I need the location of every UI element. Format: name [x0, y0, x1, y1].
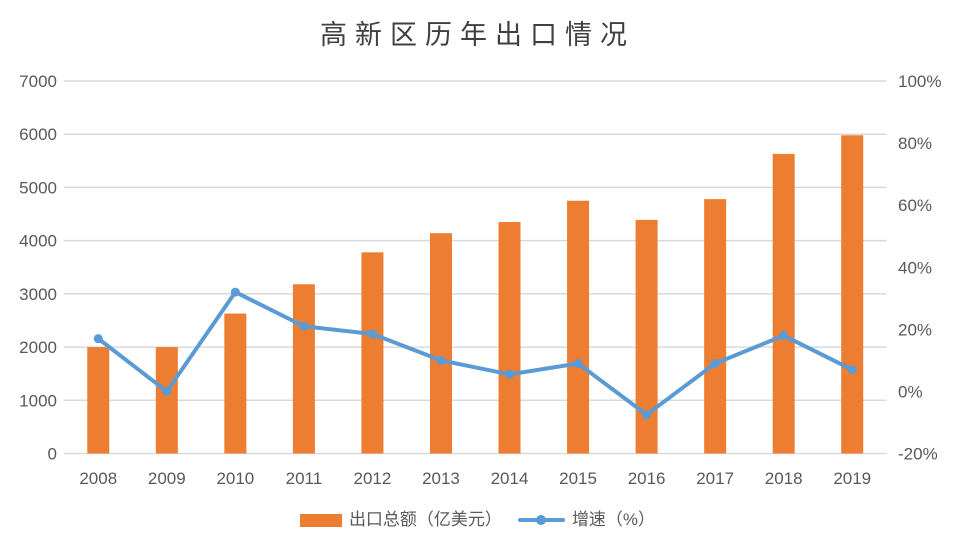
- growth-marker-2014: [505, 369, 515, 379]
- growth-marker-2018: [779, 331, 789, 341]
- growth-marker-2019: [847, 365, 857, 375]
- growth-marker-2013: [436, 355, 446, 365]
- growth-marker-2012: [367, 329, 377, 339]
- x-axis-label: 2010: [216, 469, 254, 488]
- chart-title: 高新区历年出口情况: [320, 20, 635, 50]
- right-axis-tick-label: 80%: [898, 134, 932, 153]
- growth-marker-2009: [162, 386, 172, 396]
- left-axis-tick-label: 3000: [19, 285, 57, 304]
- left-axis-tick-label: 2000: [19, 338, 57, 357]
- bar-2019: [841, 135, 864, 454]
- bar-2018: [772, 153, 795, 454]
- bar-2013: [429, 233, 452, 454]
- legend-label: 出口总额（亿美元）: [348, 510, 502, 529]
- bar-swatch-icon: [299, 513, 342, 527]
- bar-2017: [704, 199, 727, 454]
- bar-2011: [292, 284, 315, 454]
- x-axis-label: 2016: [628, 469, 666, 488]
- right-axis-tick-label: 60%: [898, 196, 932, 215]
- x-axis-label: 2011: [286, 469, 323, 488]
- x-axis-label: 2012: [354, 469, 392, 488]
- x-axis-label: 2014: [491, 469, 529, 488]
- bar-2012: [361, 252, 384, 454]
- bar-2015: [567, 200, 590, 454]
- x-axis-label: 2013: [422, 469, 460, 488]
- bar-2009: [155, 347, 178, 454]
- x-axis-label: 2019: [833, 469, 871, 488]
- x-axis-label: 2017: [696, 469, 734, 488]
- left-axis-tick-label: 4000: [19, 232, 57, 251]
- bar-2016: [635, 219, 658, 454]
- x-axis-label: 2015: [559, 469, 597, 488]
- growth-marker-2010: [230, 287, 240, 297]
- left-axis-tick-label: 0: [48, 445, 57, 464]
- x-axis-label: 2018: [765, 469, 803, 488]
- growth-marker-2015: [573, 358, 583, 368]
- right-axis-tick-label: 20%: [898, 320, 932, 339]
- bar-2008: [87, 347, 110, 454]
- right-axis-tick-label: 100%: [898, 72, 941, 91]
- legend-item-exports: 出口总额（亿美元）: [299, 510, 502, 530]
- right-axis-tick-label: 0%: [898, 382, 923, 401]
- line-marker-swatch-icon: [517, 515, 565, 525]
- x-axis-label: 2008: [79, 469, 117, 488]
- growth-marker-2011: [299, 321, 309, 331]
- growth-marker-2008: [93, 334, 103, 344]
- bar-2014: [498, 222, 521, 454]
- right-axis-tick-label: -20%: [898, 445, 938, 464]
- right-axis-tick-label: 40%: [898, 258, 932, 277]
- left-axis-tick-label: 7000: [19, 72, 57, 91]
- growth-line: [96, 290, 855, 417]
- bar-2010: [224, 313, 247, 454]
- chart-legend: 出口总额（亿美元） 增速（%）: [0, 510, 955, 530]
- growth-marker-2016: [642, 410, 652, 420]
- growth-marker-2017: [710, 358, 720, 368]
- left-axis-tick-label: 1000: [19, 391, 57, 410]
- x-axis-label: 2009: [148, 469, 186, 488]
- left-axis-tick-label: 6000: [19, 125, 57, 144]
- legend-label: 增速（%）: [571, 510, 656, 529]
- legend-item-growth: 增速（%）: [517, 510, 656, 530]
- left-axis-tick-label: 5000: [19, 178, 57, 197]
